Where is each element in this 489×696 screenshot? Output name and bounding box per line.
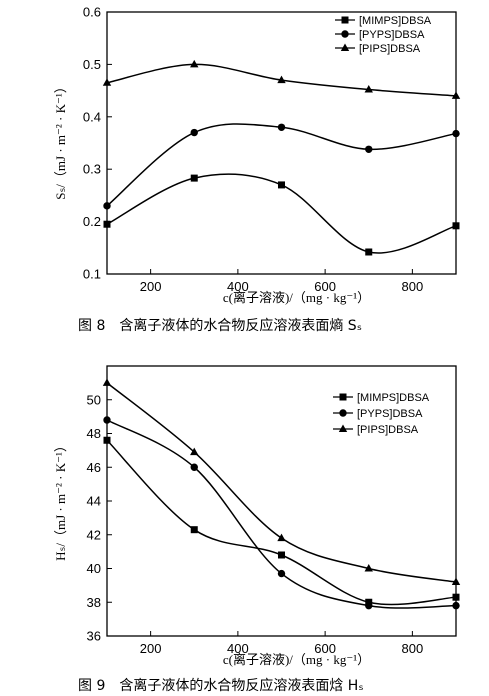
y-tick-label: 0.1 — [83, 267, 101, 282]
legend-pypsdbsa-point-0 — [339, 409, 347, 417]
series-pipsdbsa-point-2 — [277, 533, 286, 542]
plot-frame — [106, 11, 457, 275]
x-tick-label: 800 — [402, 279, 424, 294]
series-pipsdbsa-point-4 — [451, 577, 461, 585]
series-mimpsdbsa-point-0 — [103, 220, 111, 228]
series-pipsdbsa-point-2 — [277, 75, 286, 84]
x-axis-label: c(离子溶液)/（mg · kg⁻¹） — [223, 290, 370, 305]
series-pypsdbsa-point-3 — [365, 145, 373, 153]
legend-pypsdbsa-point-0 — [341, 30, 349, 38]
y-tick-label: 42 — [87, 527, 101, 542]
series-pypsdbsa-point-2 — [277, 569, 286, 578]
series-pypsdbsa-point-0 — [103, 202, 111, 210]
plot-frame — [106, 365, 457, 637]
legend-label-pipsdbsa: [PIPS]DBSA — [359, 43, 421, 55]
x-axis-label: c(离子溶液)/（mg · kg⁻¹） — [223, 652, 370, 667]
series-mimpsdbsa-point-1 — [190, 526, 198, 534]
y-tick-label: 46 — [87, 460, 101, 475]
series-line-mimpsdbsa — [106, 439, 457, 606]
x-tick-label: 200 — [140, 279, 162, 294]
chart-2: 36 38 40 42 44 46 48 50 200 400 600 800 [MIMPS]DBSA [… — [53, 365, 461, 694]
legend-label-pipsdbsa: [PIPS]DBSA — [357, 424, 419, 436]
legend-mimpsdbsa-point-0 — [341, 16, 349, 24]
series-pypsdbsa-point-0 — [103, 416, 111, 424]
y-tick-label: 48 — [87, 426, 101, 441]
figure-caption: 图 8 含离子液体的水合物反应溶液表面熵 Sₛ — [78, 317, 362, 334]
y-tick-label: 40 — [87, 561, 101, 576]
series-pypsdbsa-point-1 — [190, 128, 198, 137]
chart-1: 0.1 0.2 0.3 0.4 0.5 0.6 200 400 600 800 [MIMPS]DBS… — [53, 5, 461, 334]
x-tick-label: 600 — [314, 279, 336, 294]
legend-mimpsdbsa-point-0 — [339, 393, 347, 401]
y-tick-label: 0.6 — [83, 5, 101, 20]
legend-label-mimpsdbsa: [MIMPS]DBSA — [359, 15, 432, 27]
series-mimpsdbsa-point-3 — [365, 248, 373, 256]
x-tick-label: 800 — [402, 641, 424, 656]
y-tick-label: 38 — [87, 595, 101, 610]
series-line-pypsdbsa — [106, 123, 457, 207]
series-pipsdbsa-point-1 — [190, 59, 199, 68]
y-tick-label: 36 — [87, 629, 101, 644]
series-pipsdbsa-point-0 — [102, 378, 112, 386]
series-pypsdbsa-point-1 — [190, 463, 198, 471]
x-tick-label: 400 — [227, 279, 249, 294]
y-tick-label: 0.2 — [83, 214, 101, 229]
series-pipsdbsa-point-3 — [364, 564, 373, 572]
legend-label-pypsdbsa: [PYPS]DBSA — [359, 29, 425, 41]
y-tick-label: 44 — [87, 494, 101, 509]
legend-pipsdbsa-point-0 — [340, 43, 350, 51]
series-mimpsdbsa-point-4 — [452, 593, 460, 601]
series-line-pypsdbsa — [106, 419, 457, 609]
series-pypsdbsa-point-3 — [365, 601, 373, 610]
series-pypsdbsa-point-4 — [452, 129, 460, 138]
legend-pipsdbsa-point-0 — [338, 424, 348, 432]
y-tick-label: 0.3 — [83, 162, 101, 177]
series-mimpsdbsa-point-4 — [452, 222, 460, 230]
series-pipsdbsa-point-1 — [190, 447, 199, 456]
y-axis-label: Hₛ/（mJ · m⁻² · K⁻¹） — [53, 439, 68, 561]
series-mimpsdbsa-point-2 — [278, 181, 285, 189]
series-pypsdbsa-point-4 — [452, 601, 460, 610]
x-tick-label: 200 — [140, 641, 162, 656]
series-pipsdbsa-point-4 — [451, 91, 461, 99]
series-pipsdbsa-point-3 — [364, 85, 373, 93]
series-line-pipsdbsa — [106, 382, 457, 583]
figure-caption: 图 9 含离子液体的水合物反应溶液表面焓 Hₛ — [78, 677, 364, 694]
y-tick-label: 0.4 — [83, 109, 101, 124]
x-tick-label: 400 — [227, 641, 249, 656]
series-pypsdbsa-point-2 — [277, 123, 286, 131]
x-tick-label: 600 — [314, 641, 336, 656]
y-axis-label: Sₛ/（mJ · m⁻² · K⁻¹） — [53, 80, 68, 200]
y-tick-label: 50 — [87, 392, 101, 407]
legend-label-mimpsdbsa: [MIMPS]DBSA — [357, 392, 430, 404]
series-mimpsdbsa-point-1 — [190, 174, 198, 182]
series-mimpsdbsa-point-0 — [103, 436, 111, 444]
legend-label-pypsdbsa: [PYPS]DBSA — [357, 408, 423, 420]
series-mimpsdbsa-point-2 — [278, 551, 285, 559]
y-tick-label: 0.5 — [83, 57, 101, 72]
series-pipsdbsa-point-0 — [102, 78, 112, 86]
